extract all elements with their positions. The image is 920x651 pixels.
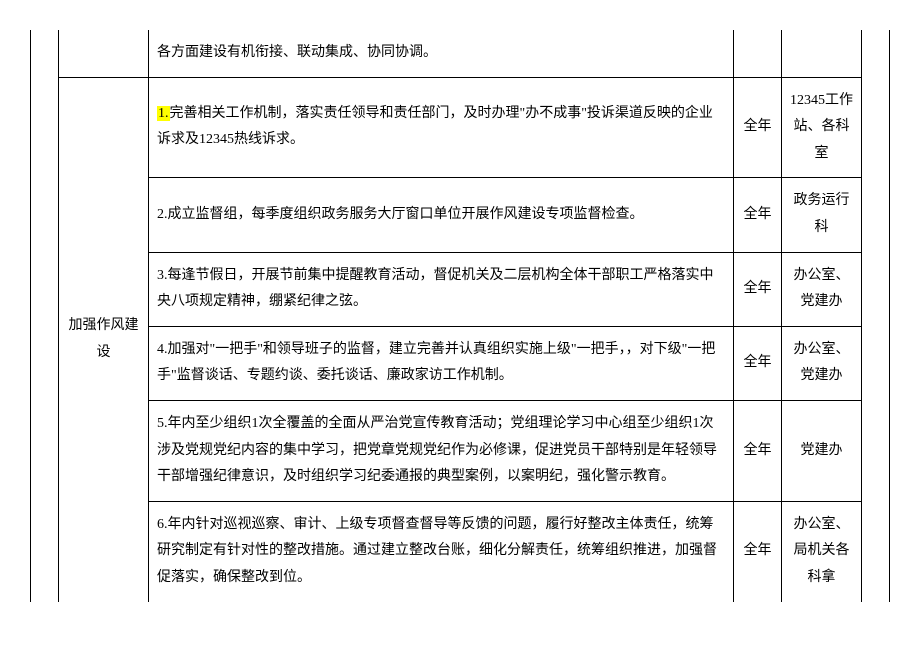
cell-dept: 党建办: [782, 400, 862, 501]
row-number: 6.: [157, 517, 168, 532]
table-row: 5.年内至少组织1次全覆盖的全面从严治党宣传教育活动；党组理论学习中心组至少组织…: [31, 400, 890, 501]
cell-desc: 6.年内针对巡视巡察、审计、上级专项督查督导等反馈的问题，履行好整改主体责任，统…: [149, 501, 734, 601]
row-number: 3.: [157, 268, 168, 283]
cell-dept: 办公室、党建办: [782, 252, 862, 326]
cell-period: 全年: [734, 501, 782, 601]
dept-text: 12345工作站、各科室: [790, 93, 853, 161]
dept-text: 政务运行科: [794, 193, 850, 235]
period-text: 全年: [744, 207, 772, 222]
period-text: 全年: [744, 355, 772, 370]
cell-desc: 3.每逢节假日，开展节前集中提醒教育活动，督促机关及二层机构全体干部职工严格落实…: [149, 252, 734, 326]
cell-category: [59, 30, 149, 77]
cell-last: [862, 326, 890, 400]
cell-period: [734, 30, 782, 77]
cell-idx: [31, 501, 59, 601]
cell-last: [862, 252, 890, 326]
cell-idx: [31, 178, 59, 252]
category-label: 加强作风建设: [69, 318, 139, 360]
cell-last: [862, 77, 890, 178]
cell-period: 全年: [734, 77, 782, 178]
desc-text: 加强对"一把手"和领导班子的监督，建立完善并认真组织实施上级"一把手，，对下级"…: [157, 342, 715, 384]
table-row: 各方面建设有机衔接、联动集成、协同协调。: [31, 30, 890, 77]
cell-idx: [31, 326, 59, 400]
policy-table: 各方面建设有机衔接、联动集成、协同协调。 加强作风建设 1.完善相关工作机制，落…: [30, 30, 890, 602]
row-number: 5.: [157, 416, 168, 431]
row-number-highlight: 1.: [157, 106, 170, 121]
dept-text: 办公室、局机关各科拿: [794, 517, 850, 585]
table-row: 加强作风建设 1.完善相关工作机制，落实责任领导和责任部门，及时办理"办不成事"…: [31, 77, 890, 178]
desc-text: 年内针对巡视巡察、审计、上级专项督查督导等反馈的问题，履行好整改主体责任，统筹研…: [157, 517, 717, 585]
cell-desc: 2.成立监督组，每季度组织政务服务大厅窗口单位开展作风建设专项监督检查。: [149, 178, 734, 252]
cell-period: 全年: [734, 326, 782, 400]
dept-text: 办公室、党建办: [794, 268, 850, 310]
period-text: 全年: [744, 543, 772, 558]
row-number: 4.: [157, 342, 168, 357]
table-row: 2.成立监督组，每季度组织政务服务大厅窗口单位开展作风建设专项监督检查。 全年 …: [31, 178, 890, 252]
cell-period: 全年: [734, 252, 782, 326]
table-row: 4.加强对"一把手"和领导班子的监督，建立完善并认真组织实施上级"一把手，，对下…: [31, 326, 890, 400]
period-text: 全年: [744, 443, 772, 458]
cell-period: 全年: [734, 178, 782, 252]
cell-desc: 4.加强对"一把手"和领导班子的监督，建立完善并认真组织实施上级"一把手，，对下…: [149, 326, 734, 400]
cell-last: [862, 30, 890, 77]
cell-dept: 12345工作站、各科室: [782, 77, 862, 178]
document-page: 各方面建设有机衔接、联动集成、协同协调。 加强作风建设 1.完善相关工作机制，落…: [0, 0, 920, 602]
desc-text: 完善相关工作机制，落实责任领导和责任部门，及时办理"办不成事"投诉渠道反映的企业…: [157, 106, 713, 148]
cell-category: 加强作风建设: [59, 77, 149, 601]
cell-desc: 1.完善相关工作机制，落实责任领导和责任部门，及时办理"办不成事"投诉渠道反映的…: [149, 77, 734, 178]
desc-text: 各方面建设有机衔接、联动集成、协同协调。: [157, 45, 437, 60]
cell-idx: [31, 252, 59, 326]
cell-idx: [31, 30, 59, 77]
cell-period: 全年: [734, 400, 782, 501]
cell-desc: 5.年内至少组织1次全覆盖的全面从严治党宣传教育活动；党组理论学习中心组至少组织…: [149, 400, 734, 501]
cell-dept: 政务运行科: [782, 178, 862, 252]
dept-text: 办公室、党建办: [794, 342, 850, 384]
cell-dept: [782, 30, 862, 77]
cell-last: [862, 178, 890, 252]
desc-text: 成立监督组，每季度组织政务服务大厅窗口单位开展作风建设专项监督检查。: [168, 207, 644, 222]
dept-text: 党建办: [801, 443, 843, 458]
cell-last: [862, 400, 890, 501]
cell-dept: 办公室、局机关各科拿: [782, 501, 862, 601]
cell-desc: 各方面建设有机衔接、联动集成、协同协调。: [149, 30, 734, 77]
desc-text: 每逢节假日，开展节前集中提醒教育活动，督促机关及二层机构全体干部职工严格落实中央…: [157, 268, 714, 310]
cell-dept: 办公室、党建办: [782, 326, 862, 400]
period-text: 全年: [744, 281, 772, 296]
cell-idx: [31, 400, 59, 501]
period-text: 全年: [744, 119, 772, 134]
cell-idx: [31, 77, 59, 178]
table-row: 6.年内针对巡视巡察、审计、上级专项督查督导等反馈的问题，履行好整改主体责任，统…: [31, 501, 890, 601]
row-number: 2.: [157, 207, 168, 222]
cell-last: [862, 501, 890, 601]
table-row: 3.每逢节假日，开展节前集中提醒教育活动，督促机关及二层机构全体干部职工严格落实…: [31, 252, 890, 326]
desc-text: 年内至少组织1次全覆盖的全面从严治党宣传教育活动；党组理论学习中心组至少组织1次…: [157, 416, 717, 484]
